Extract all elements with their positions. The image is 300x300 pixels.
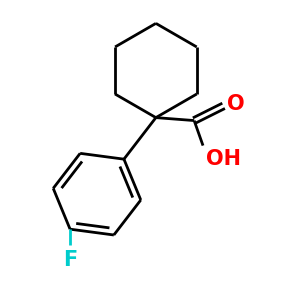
Text: O: O <box>227 94 245 114</box>
Text: F: F <box>63 250 77 270</box>
Text: OH: OH <box>206 148 241 169</box>
